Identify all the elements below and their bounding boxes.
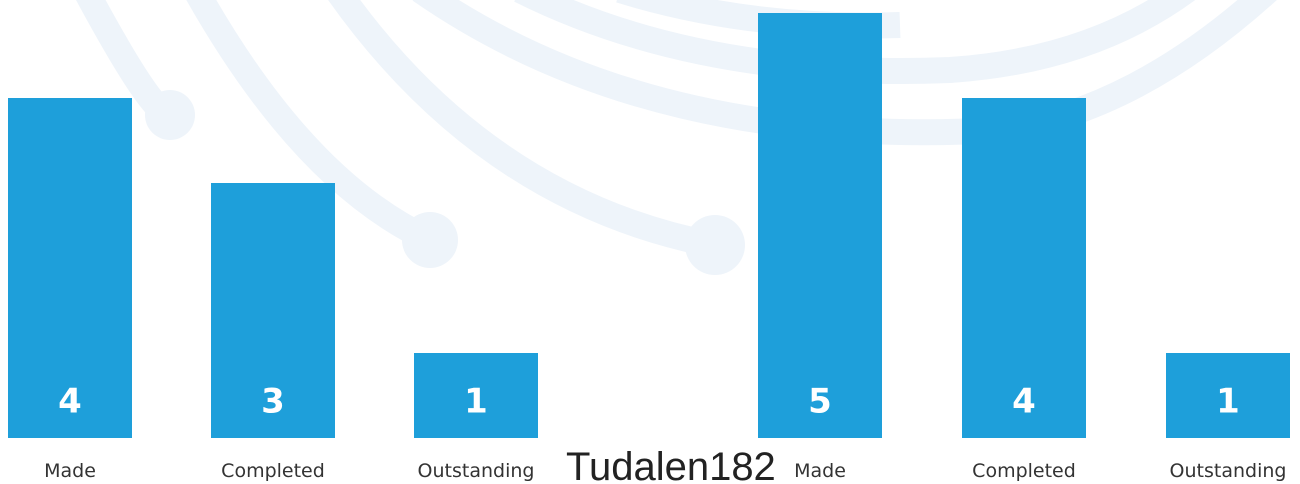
category-label: Completed <box>221 460 325 482</box>
category-label: Made <box>794 460 846 482</box>
value-label: 4 <box>58 382 82 422</box>
bar <box>211 183 335 438</box>
page-label: Tudalen182 <box>566 445 776 484</box>
value-label: 4 <box>1012 382 1036 422</box>
value-label: 3 <box>261 382 285 422</box>
bar <box>414 353 538 438</box>
value-label: 1 <box>1216 382 1240 422</box>
category-label: Outstanding <box>418 460 535 482</box>
category-label: Completed <box>972 460 1076 482</box>
value-label: 1 <box>464 382 488 422</box>
bar <box>8 98 132 438</box>
category-label: Outstanding <box>1170 460 1287 482</box>
bar <box>1166 353 1290 438</box>
value-label: 5 <box>808 382 832 422</box>
category-label: Made <box>44 460 96 482</box>
bar <box>962 98 1086 438</box>
bar <box>758 13 882 438</box>
